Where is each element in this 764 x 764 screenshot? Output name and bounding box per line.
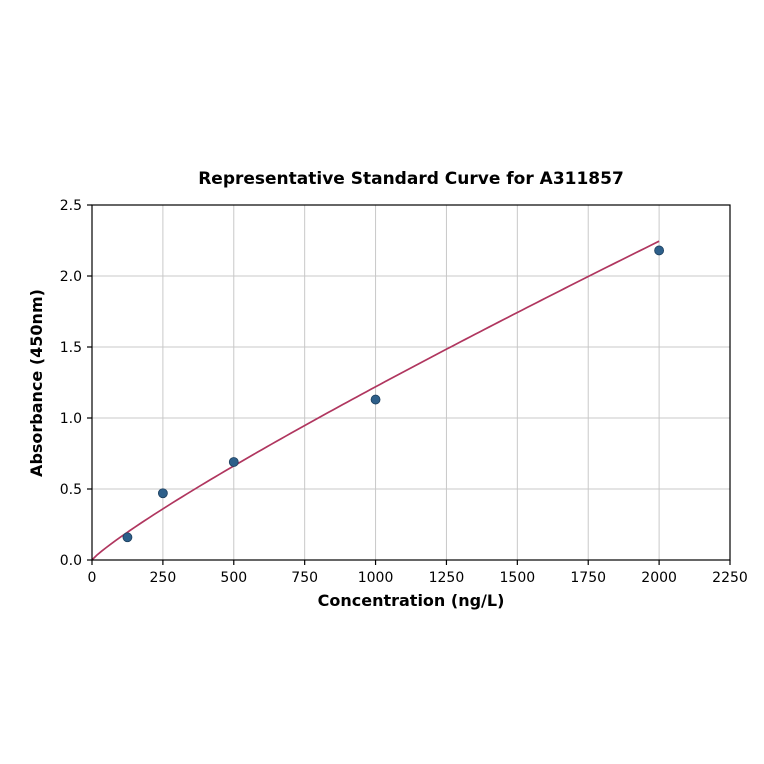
data-point — [122, 532, 133, 543]
y-tick-label: 2.5 — [60, 198, 82, 214]
x-tick-label: 250 — [150, 570, 177, 586]
axes-layer: 0 250 500 750 1000 1250 1500 1750 2000 2250 0.0 0.5… — [60, 198, 748, 586]
x-tick-label: 0 — [88, 570, 97, 586]
y-tick-label: 0.0 — [60, 553, 82, 569]
x-tick-label: 1500 — [500, 570, 536, 586]
data-points-layer — [122, 245, 665, 543]
data-point — [157, 488, 168, 499]
y-tick-label: 0.5 — [60, 482, 82, 498]
grid-layer — [91, 204, 731, 561]
y-tick-label: 1.5 — [60, 340, 82, 356]
x-tick-label: 2250 — [712, 570, 748, 586]
y-axis-label: Absorbance (450nm) — [27, 289, 46, 477]
data-point — [228, 457, 239, 467]
chart-title: Representative Standard Curve for A31185… — [198, 169, 624, 189]
data-point — [654, 245, 665, 256]
fit-curve-layer — [91, 240, 660, 561]
y-tick-label: 2.0 — [60, 269, 82, 285]
x-tick-label: 500 — [220, 570, 247, 586]
x-tick-label: 1750 — [570, 570, 606, 586]
data-point — [370, 394, 381, 405]
y-tick-label: 1.0 — [60, 411, 82, 427]
x-tick-label: 1250 — [429, 570, 465, 586]
fit-curve — [91, 240, 660, 561]
x-tick-label: 2000 — [641, 570, 677, 586]
x-tick-label: 750 — [291, 570, 318, 586]
x-axis-label: Concentration (ng/L) — [318, 591, 505, 610]
x-tick-label: 1000 — [358, 570, 394, 586]
plot-border — [91, 204, 731, 561]
